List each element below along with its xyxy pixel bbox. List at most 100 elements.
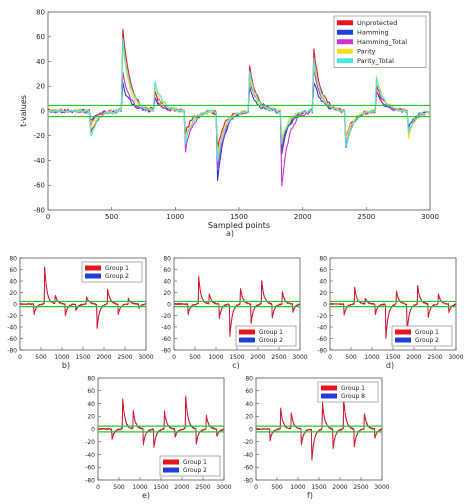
y-tick-label: -40 — [161, 324, 171, 331]
x-tick-label: 2000 — [96, 354, 111, 361]
x-tick-label: 1500 — [230, 213, 248, 221]
series-group — [330, 285, 456, 339]
y-tick-label: -80 — [85, 477, 95, 484]
legend-swatch — [321, 393, 337, 399]
x-tick-label: 3000 — [421, 213, 439, 221]
legend-label: Group 2 — [259, 337, 283, 344]
legend-label: Unprotected — [357, 19, 397, 27]
x-tick-label: 2000 — [294, 213, 312, 221]
x-tick-label: 2000 — [174, 484, 189, 491]
series-group — [256, 397, 382, 461]
x-tick-label: 2000 — [406, 354, 421, 361]
x-tick-label: 1000 — [54, 354, 69, 361]
y-tick-label: -80 — [317, 347, 327, 354]
x-tick-label: 1000 — [132, 484, 147, 491]
legend-swatch — [239, 329, 255, 335]
y-tick-label: 80 — [319, 255, 327, 262]
legend-swatch — [163, 467, 179, 473]
x-tick-label: 2500 — [195, 484, 210, 491]
x-tick-label: 0 — [46, 213, 50, 221]
series-group — [48, 28, 430, 187]
x-tick-label: 1500 — [229, 354, 244, 361]
legend-swatch — [163, 459, 179, 465]
x-tick-label: 1500 — [385, 354, 400, 361]
y-tick-label: 0 — [91, 426, 95, 433]
legend-label: Group 1 — [105, 265, 129, 272]
x-tick-label: 500 — [271, 484, 283, 491]
y-tick-label: 80 — [163, 255, 171, 262]
y-tick-label: -80 — [243, 477, 253, 484]
x-tick-label: 1000 — [208, 354, 223, 361]
y-tick-label: 80 — [87, 375, 95, 382]
y-tick-label: -40 — [7, 324, 17, 331]
y-tick-label: -20 — [7, 313, 17, 320]
y-tick-label: 20 — [319, 290, 327, 297]
y-tick-label: 80 — [36, 8, 45, 16]
x-tick-label: 3000 — [138, 354, 153, 361]
y-tick-label: 40 — [9, 278, 17, 285]
legend-label: Group 1 — [183, 459, 207, 466]
y-tick-label: -60 — [7, 336, 17, 343]
y-tick-label: 60 — [163, 267, 171, 274]
x-tick-label: 2500 — [271, 354, 286, 361]
legend-label: Hamming — [357, 28, 389, 36]
x-tick-label: 3000 — [216, 484, 231, 491]
legend-label: Group 8 — [341, 393, 365, 400]
x-tick-label: 500 — [35, 354, 47, 361]
x-tick-label: 1000 — [364, 354, 379, 361]
y-tick-label: 0 — [249, 426, 253, 433]
x-tick-label: 1000 — [166, 213, 184, 221]
y-tick-label: 20 — [87, 414, 95, 421]
legend-label: Group 2 — [105, 273, 129, 280]
y-tick-label: -80 — [7, 347, 17, 354]
y-tick-label: -20 — [161, 313, 171, 320]
y-tick-label: 60 — [36, 33, 45, 41]
y-tick-label: -20 — [85, 439, 95, 446]
x-tick-label: 0 — [254, 484, 258, 491]
legend-swatch — [239, 337, 255, 343]
panel-caption: e) — [142, 491, 150, 500]
y-tick-label: 60 — [245, 388, 253, 395]
legend-label: Hamming_Total — [357, 38, 407, 46]
legend-label: Parity — [357, 47, 376, 55]
x-tick-label: 0 — [96, 484, 100, 491]
y-tick-label: -20 — [34, 132, 45, 140]
x-tick-label: 500 — [105, 213, 118, 221]
x-tick-label: 1500 — [153, 484, 168, 491]
series-line-group-1 — [330, 285, 456, 339]
y-tick-label: 40 — [36, 58, 45, 66]
legend-swatch — [337, 58, 353, 64]
y-tick-label: -40 — [34, 157, 45, 165]
series-line-group-1 — [20, 266, 146, 329]
y-tick-label: 20 — [245, 414, 253, 421]
legend-swatch — [321, 385, 337, 391]
panel-caption: f) — [307, 491, 313, 500]
x-tick-label: 2000 — [250, 354, 265, 361]
y-tick-label: 40 — [87, 401, 95, 408]
y-tick-label: -60 — [34, 182, 45, 190]
x-tick-label: 2000 — [332, 484, 347, 491]
x-tick-label: 2500 — [357, 213, 375, 221]
panel-caption: c) — [232, 361, 240, 370]
legend-label: Group 1 — [341, 385, 365, 392]
legend-swatch — [395, 329, 411, 335]
y-tick-label: -20 — [317, 313, 327, 320]
y-tick-label: -40 — [243, 452, 253, 459]
x-tick-label: 0 — [328, 354, 332, 361]
legend-swatch — [337, 20, 353, 26]
panel-caption: d) — [386, 361, 394, 370]
y-tick-label: 0 — [41, 107, 45, 115]
y-tick-label: 60 — [319, 267, 327, 274]
x-tick-label: 1000 — [290, 484, 305, 491]
x-tick-label: 2500 — [117, 354, 132, 361]
y-tick-label: 0 — [167, 301, 171, 308]
